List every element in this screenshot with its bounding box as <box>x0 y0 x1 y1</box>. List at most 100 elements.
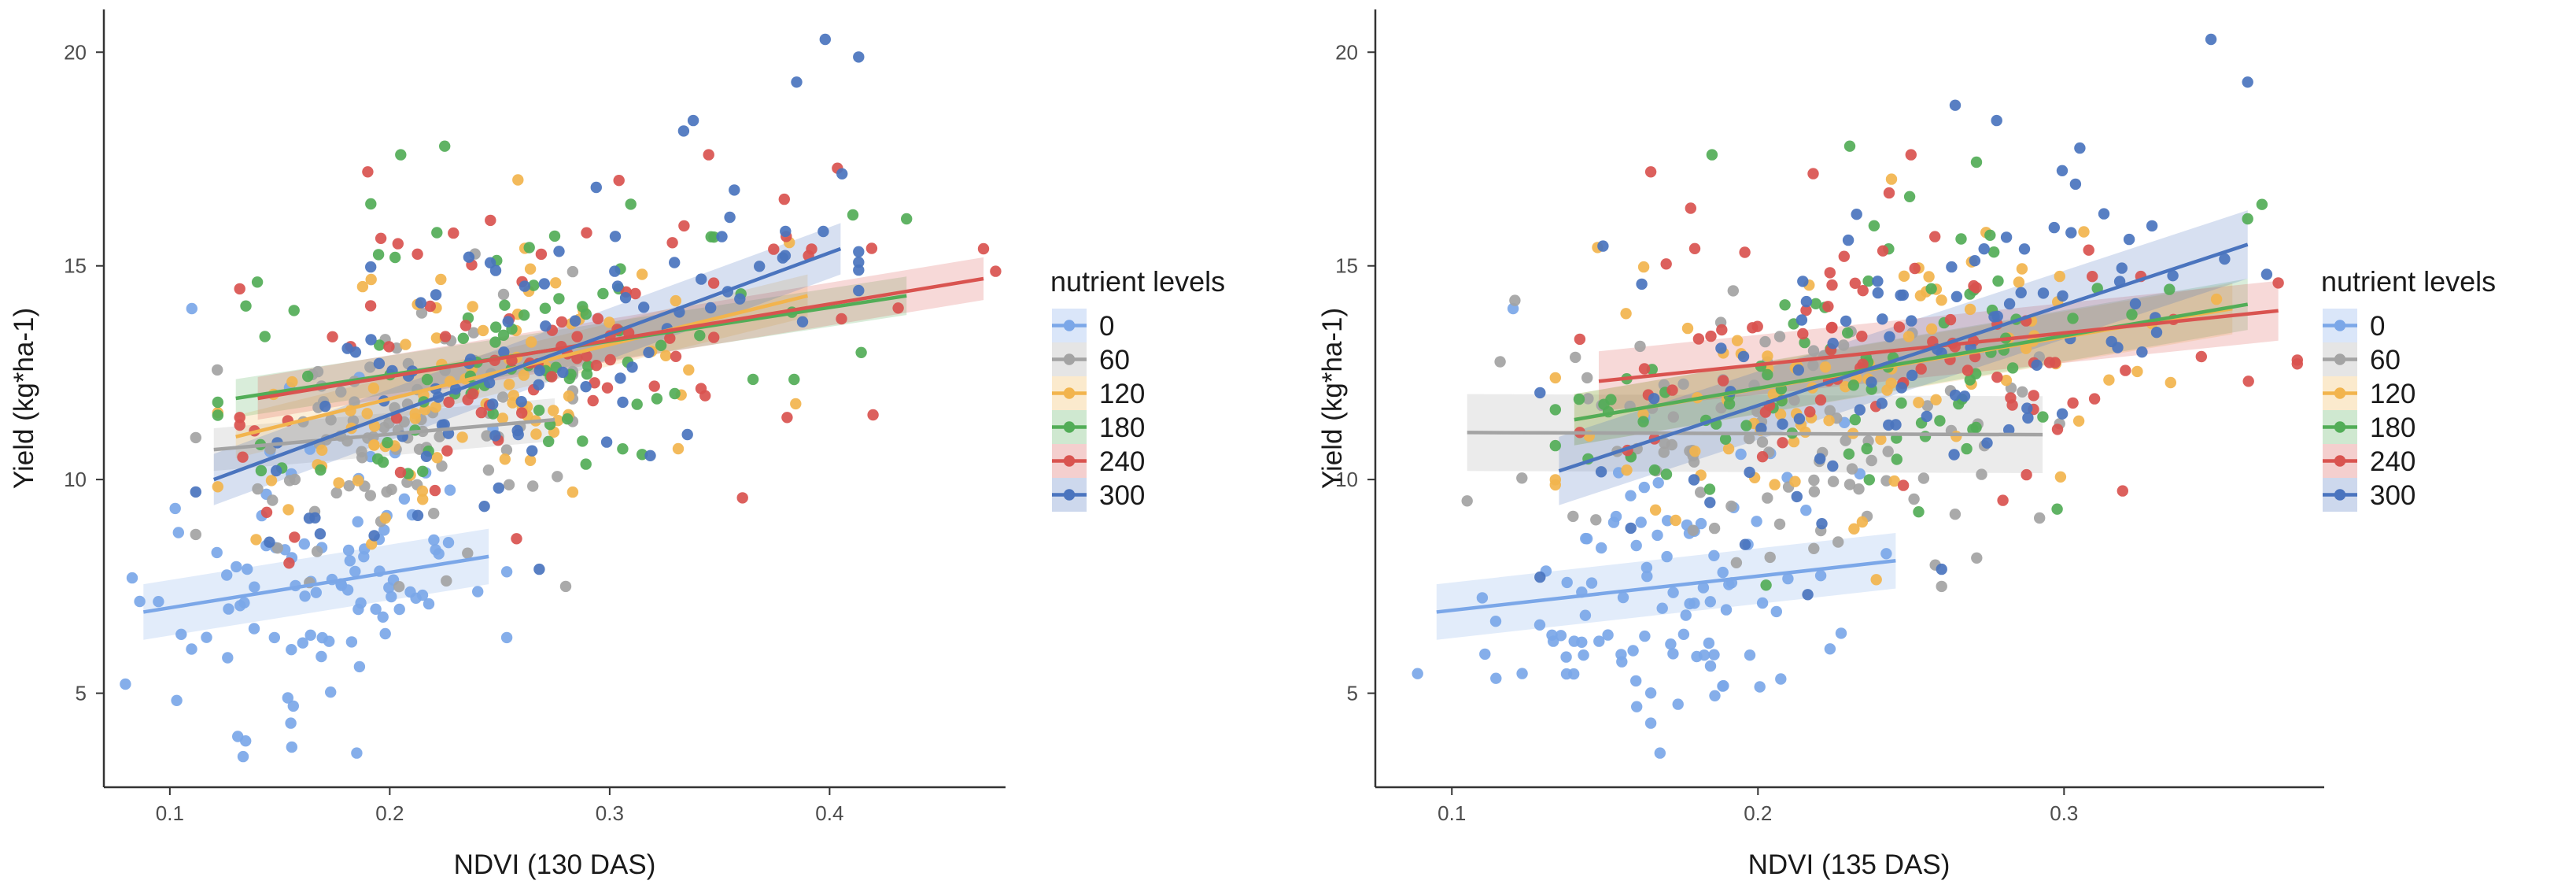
data-point-180 <box>1953 398 1965 410</box>
data-point-240 <box>581 227 592 239</box>
data-point-240 <box>1638 363 1651 375</box>
data-point-300 <box>1704 497 1716 509</box>
data-point-0 <box>1708 649 1720 660</box>
x-tick-label: 0.3 <box>596 801 624 825</box>
legend-label: 300 <box>2370 480 2415 511</box>
data-point-120 <box>1762 350 1773 362</box>
data-point-300 <box>1991 310 2003 322</box>
data-point-120 <box>1670 514 1681 527</box>
data-point-120 <box>526 336 537 348</box>
data-point-180 <box>533 405 545 416</box>
data-point-300 <box>716 231 728 242</box>
data-point-0 <box>1661 550 1673 563</box>
data-point-180 <box>747 373 759 386</box>
data-point-240 <box>778 193 790 205</box>
data-point-240 <box>375 232 387 244</box>
data-point-180 <box>259 331 271 342</box>
data-point-0 <box>1627 645 1639 657</box>
data-point-60 <box>1936 580 1947 593</box>
data-point-180 <box>1573 393 1585 405</box>
data-point-240 <box>1688 242 1701 254</box>
data-point-240 <box>1747 322 1759 334</box>
data-point-300 <box>617 396 629 409</box>
data-point-120 <box>2072 415 2085 427</box>
data-point-0 <box>345 636 358 648</box>
data-point-120 <box>499 453 511 465</box>
data-point-300 <box>2048 221 2060 234</box>
data-point-0 <box>1775 673 1787 685</box>
data-point-120 <box>1731 335 1744 346</box>
data-point-120 <box>1788 435 1800 448</box>
data-point-300 <box>1895 382 1907 394</box>
data-point-60 <box>1730 557 1743 568</box>
data-point-60 <box>1509 294 1521 306</box>
data-point-0 <box>316 650 327 663</box>
data-point-300 <box>853 246 865 257</box>
data-point-60 <box>1976 468 1987 480</box>
data-point-0 <box>1691 650 1703 663</box>
data-point-0 <box>242 563 253 575</box>
data-point-120 <box>1856 516 1869 528</box>
data-point-60 <box>1582 393 1594 405</box>
data-point-0 <box>282 692 293 704</box>
data-point-120 <box>1923 271 1935 283</box>
data-point-180 <box>255 464 268 477</box>
legend-title: nutrient levels <box>1050 265 1225 298</box>
data-point-180 <box>2126 309 2138 320</box>
legend-key-point <box>1063 353 1076 365</box>
data-point-0 <box>1695 517 1707 530</box>
data-point-0 <box>323 635 335 647</box>
data-point-0 <box>1640 561 1653 574</box>
data-point-300 <box>512 428 524 441</box>
data-point-60 <box>1659 438 1670 450</box>
data-point-0 <box>1625 490 1637 501</box>
data-point-240 <box>1857 285 1869 297</box>
data-point-180 <box>1868 220 1880 231</box>
y-tick-label: 10 <box>1335 468 1358 491</box>
data-point-240 <box>1962 364 1974 376</box>
data-point-240 <box>448 227 459 239</box>
data-point-240 <box>2117 485 2128 497</box>
data-point-60 <box>436 460 448 472</box>
data-point-60 <box>1567 510 1579 523</box>
data-point-300 <box>754 261 766 272</box>
data-point-300 <box>1534 387 1546 399</box>
data-point-240 <box>629 287 641 300</box>
data-point-300 <box>853 284 865 297</box>
x-tick-label: 0.1 <box>1437 801 1466 825</box>
y-tick-label: 15 <box>1335 254 1358 278</box>
legend-item-60: 60 <box>1052 342 1130 376</box>
data-point-0 <box>175 628 187 640</box>
data-point-180 <box>1799 336 1810 349</box>
data-point-240 <box>601 382 614 394</box>
legend-key-point <box>2334 489 2346 501</box>
data-point-60 <box>267 494 279 506</box>
data-point-0 <box>1656 602 1668 614</box>
data-point-0 <box>1585 577 1598 589</box>
data-point-300 <box>1715 342 1727 354</box>
data-point-240 <box>1797 327 1809 340</box>
data-point-0 <box>1824 643 1836 655</box>
data-point-300 <box>1755 423 1767 435</box>
data-point-60 <box>356 452 368 464</box>
data-point-60 <box>1744 432 1755 445</box>
data-point-180 <box>302 370 314 383</box>
data-point-60 <box>415 307 428 319</box>
data-point-180 <box>1961 442 1973 455</box>
data-point-300 <box>2112 342 2124 353</box>
data-point-240 <box>546 371 558 383</box>
data-point-120 <box>417 494 429 505</box>
data-point-300 <box>836 168 848 179</box>
x-tick-label: 0.2 <box>1744 801 1772 825</box>
data-point-240 <box>2028 390 2039 401</box>
data-point-0 <box>1607 516 1620 528</box>
data-point-0 <box>378 524 390 536</box>
data-point-300 <box>2037 287 2050 299</box>
data-point-60 <box>1687 524 1699 536</box>
data-point-180 <box>1934 415 1946 427</box>
data-point-180 <box>1984 229 1996 241</box>
data-point-60 <box>441 575 452 587</box>
data-point-240 <box>2051 424 2064 435</box>
data-point-240 <box>1856 331 1868 342</box>
data-point-300 <box>791 76 803 88</box>
